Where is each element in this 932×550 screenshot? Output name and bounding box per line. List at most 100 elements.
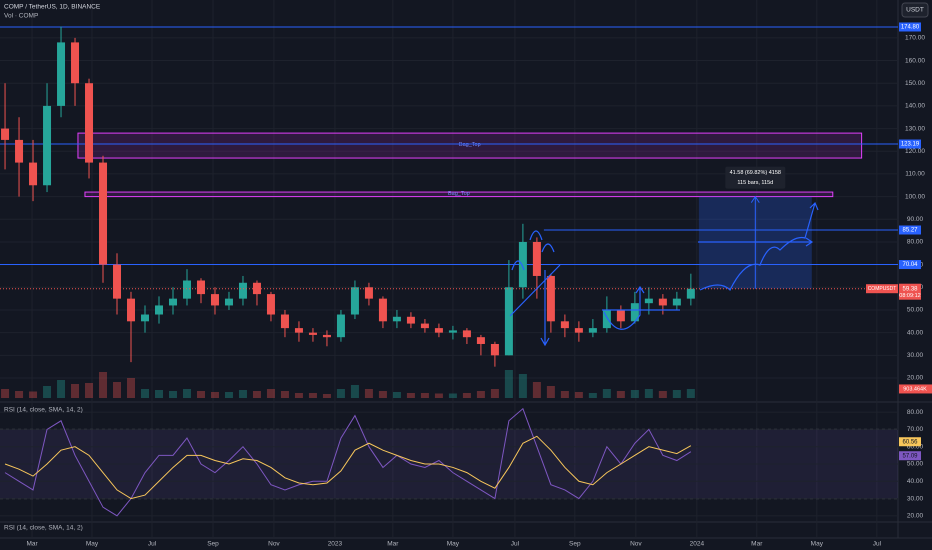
candle-body [71, 42, 80, 84]
currency-label[interactable]: USDT [906, 7, 924, 14]
x-tick-label: Nov [268, 541, 280, 548]
candle-body [658, 298, 667, 306]
volume-bar [672, 390, 681, 398]
volume-bar [238, 390, 247, 398]
y-tick-label: 60.00 [907, 443, 924, 450]
candle-body [252, 282, 261, 295]
candle-body [518, 241, 527, 288]
volume-bar [364, 389, 373, 398]
candle-body [1, 128, 10, 140]
volume-bar [141, 389, 150, 398]
volume-bar [127, 378, 136, 398]
rsi-tag [899, 451, 921, 461]
rsi-line [4, 407, 692, 517]
y-tick-label: 90.00 [907, 216, 924, 223]
candle-body [644, 298, 653, 304]
y-tick-label: 20.00 [907, 513, 924, 520]
y-tick-label: 120.00 [905, 148, 925, 155]
candle-body [85, 83, 94, 163]
volume-bar [280, 391, 289, 398]
zone [84, 191, 834, 198]
y-tick-label: 80.00 [907, 239, 924, 246]
volume-bar [210, 392, 219, 398]
volume-bar [154, 390, 163, 398]
x-tick-label: Jul [873, 541, 882, 548]
level-tag [899, 22, 921, 32]
volume-bar [644, 389, 653, 398]
candle-body [127, 298, 136, 322]
y-tick-label: 30.00 [907, 352, 924, 359]
candle-body [672, 298, 681, 306]
candle-body [350, 287, 359, 315]
last-price-tag [866, 284, 898, 294]
candle-body [196, 280, 205, 295]
candle-body [490, 343, 499, 356]
chart-title: COMP / TetherUS, 1D, BINANCE [4, 4, 101, 11]
y-tick-label: 170.00 [905, 35, 925, 42]
level-label: 85.27 [902, 228, 918, 234]
volume-bar [490, 389, 499, 398]
x-tick-label: May [86, 541, 99, 548]
rsi-line [4, 435, 692, 500]
candle-body [322, 334, 331, 338]
volume-bar [616, 391, 625, 398]
countdown: 08:09:12 [899, 293, 920, 299]
y-tick-label: 150.00 [905, 80, 925, 87]
volume-bar [57, 380, 66, 398]
x-tick-label: Mar [26, 541, 38, 548]
candle-body [43, 105, 52, 186]
volume-bar [252, 391, 261, 398]
level-tag [899, 139, 921, 149]
volume-tag [899, 384, 932, 394]
volume-bar [602, 389, 611, 398]
y-tick-label: 40.00 [907, 329, 924, 336]
candle-body [630, 303, 639, 322]
x-tick-label: Jul [511, 541, 520, 548]
volume-bar [476, 391, 485, 398]
measure-label: 41.58 (69.82%) 4158 [730, 170, 781, 176]
plot: Bag_Top Bag_Top 41.58 (69.82%) 4158 115 bar… [0, 26, 898, 517]
volume-bar [308, 393, 317, 398]
x-tick-label: Nov [630, 541, 642, 548]
x-tick-label: Mar [387, 541, 399, 548]
candle-body [99, 162, 108, 265]
y-tick-label: 50.00 [907, 307, 924, 314]
volume-bar [29, 391, 38, 398]
candle-body [266, 294, 275, 315]
level-tag [899, 260, 921, 270]
volume-bar [588, 393, 597, 398]
currency-button[interactable] [901, 2, 929, 18]
candle-body [154, 305, 163, 315]
x-tick-label: Sep [569, 541, 581, 548]
volume-bar [420, 393, 429, 398]
candle-body [574, 328, 583, 333]
volume-title: Vol · COMP [4, 13, 38, 20]
candle-body [210, 294, 219, 306]
y-tick-label: 80.00 [907, 409, 924, 416]
volume-bar [560, 391, 569, 398]
drawings [509, 201, 819, 347]
x-tick-label: Jul [148, 541, 157, 548]
volume-bar [322, 394, 331, 398]
volume-bar [434, 393, 443, 398]
last-price-box [899, 283, 921, 300]
volume-bar [294, 393, 303, 398]
candle-body [238, 282, 247, 299]
candle-body [336, 314, 345, 338]
volume-bar [504, 370, 513, 398]
candle-body [504, 287, 513, 356]
volume-bar [1, 389, 10, 398]
level-label: 123.19 [901, 142, 920, 148]
candle-body [560, 321, 569, 329]
volume-bar [15, 391, 24, 398]
volume-bar [43, 386, 52, 398]
y-tick-label: 40.00 [907, 478, 924, 485]
candle-body [57, 42, 66, 106]
volume-bar [113, 382, 122, 398]
candle-body [141, 314, 150, 322]
candle-body [588, 328, 597, 333]
drawing-arc [511, 230, 555, 271]
last-price-label: 59.38 [902, 286, 918, 292]
drawing-arrow [698, 237, 814, 247]
volume-last-label: 903.464K [903, 386, 927, 392]
